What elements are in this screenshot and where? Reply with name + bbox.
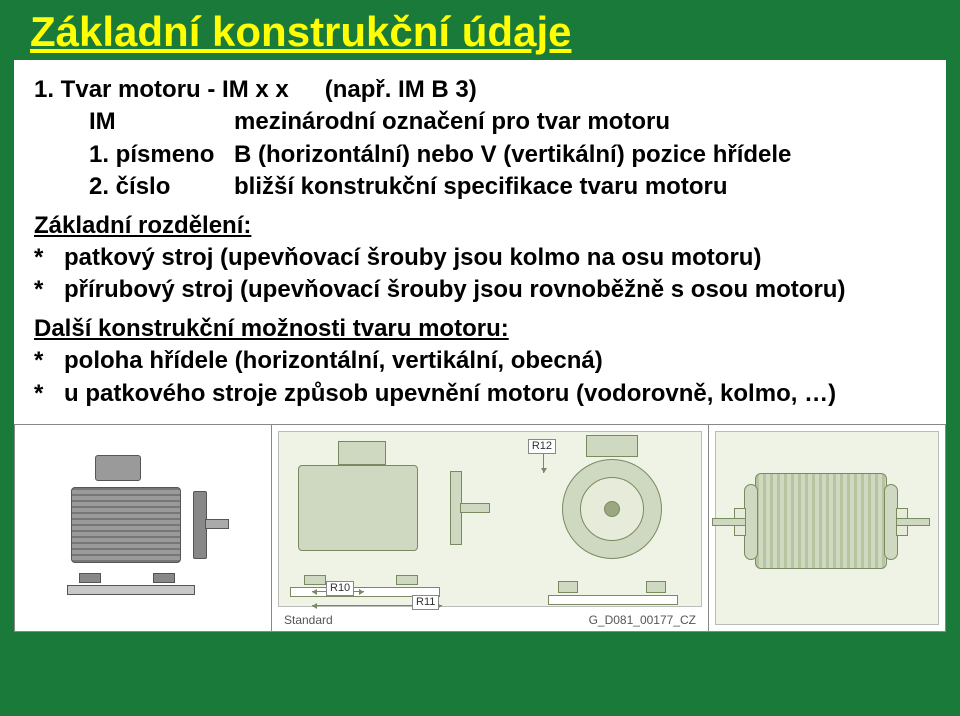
center-footer-left: Standard (284, 613, 333, 627)
dim-r11-label: R11 (412, 595, 439, 610)
def-cislo: 2. číslo bližší konstrukční specifikace … (89, 171, 926, 203)
frontview-base (548, 595, 678, 605)
frontview-foot (558, 581, 578, 593)
motor-base (67, 585, 195, 595)
section2-head: Další konstrukční možnosti tvaru motoru: (34, 313, 926, 345)
slide: Základní konstrukční údaje 1. Tvar motor… (0, 0, 960, 716)
bullet-star: * (34, 345, 64, 377)
sideview-foot (396, 575, 418, 585)
motor-cylinder (71, 487, 181, 563)
bullet-star: * (34, 274, 64, 306)
bullet-patkovy: * patkový stroj (upevňovací šrouby jsou … (34, 242, 926, 274)
def-cislo-text: bližší konstrukční specifikace tvaru mot… (234, 171, 727, 203)
section1-head: Základní rozdělení: (34, 210, 926, 242)
def-im-text: mezinárodní označení pro tvar motoru (234, 106, 670, 138)
motor-foot (79, 573, 101, 583)
rotor-body (755, 473, 887, 569)
bullet-prirubovy-text: přírubový stroj (upevňovací šrouby jsou … (64, 274, 845, 306)
bullet-poloha-text: poloha hřídele (horizontální, vertikální… (64, 345, 603, 377)
title-bar: Základní konstrukční údaje (0, 0, 960, 60)
rotor-shaft-right (896, 518, 930, 526)
definitions: IM mezinárodní označení pro tvar motoru … (89, 106, 926, 203)
bullet-poloha: * poloha hřídele (horizontální, vertikál… (34, 345, 926, 377)
def-im-label: IM (89, 106, 234, 138)
bullet-upevneni-text: u patkového stroje způsob upevnění motor… (64, 378, 836, 410)
rotor-panel (708, 424, 946, 632)
motor-shaft (205, 519, 229, 529)
frontview-box (586, 435, 638, 457)
slide-title: Základní konstrukční údaje (30, 8, 930, 56)
bullet-upevneni: * u patkového stroje způsob upevnění mot… (34, 378, 926, 410)
frontview-shaft (604, 501, 620, 517)
motor-left-drawing (51, 469, 201, 579)
def-pismeno-label: 1. písmeno (89, 139, 234, 171)
dim-r12-label: R12 (528, 439, 556, 454)
dim-r10-label: R10 (326, 581, 354, 596)
rotor-end-left (744, 484, 758, 560)
line-tvar-label: 1. Tvar motoru - IM x x (34, 74, 289, 106)
line-tvar: 1. Tvar motoru - IM x x (např. IM B 3) (34, 74, 926, 106)
def-pismeno-text: B (horizontální) nebo V (vertikální) poz… (234, 139, 791, 171)
motor-terminal-box (95, 455, 141, 481)
center-sideview (286, 447, 456, 577)
sideview-box (338, 441, 386, 465)
bullet-star: * (34, 378, 64, 410)
bullet-star: * (34, 242, 64, 274)
def-im: IM mezinárodní označení pro tvar motoru (89, 106, 926, 138)
diagram-strip: R10 R11 R12 Standard G_D081_00177_CZ (14, 424, 946, 632)
motor-feet (79, 573, 175, 583)
sideview-shaft (460, 503, 490, 513)
bullet-prirubovy: * přírubový stroj (upevňovací šrouby jso… (34, 274, 926, 306)
frontview-feet (552, 579, 672, 593)
center-footer-right: G_D081_00177_CZ (589, 613, 696, 627)
sideview-foot (304, 575, 326, 585)
center-panel: R10 R11 R12 Standard G_D081_00177_CZ (272, 424, 708, 632)
content-box: 1. Tvar motoru - IM x x (např. IM B 3) I… (14, 60, 946, 424)
sideview-body (298, 465, 418, 551)
line-tvar-suffix: (např. IM B 3) (325, 74, 477, 106)
motor-left-panel (14, 424, 272, 632)
motor-foot (153, 573, 175, 583)
bullet-patkovy-text: patkový stroj (upevňovací šrouby jsou ko… (64, 242, 761, 274)
def-pismeno: 1. písmeno B (horizontální) nebo V (vert… (89, 139, 926, 171)
spacer (289, 74, 325, 106)
rotor-shaft-left (712, 518, 746, 526)
def-cislo-label: 2. číslo (89, 171, 234, 203)
center-frontview (552, 453, 672, 603)
frontview-foot (646, 581, 666, 593)
